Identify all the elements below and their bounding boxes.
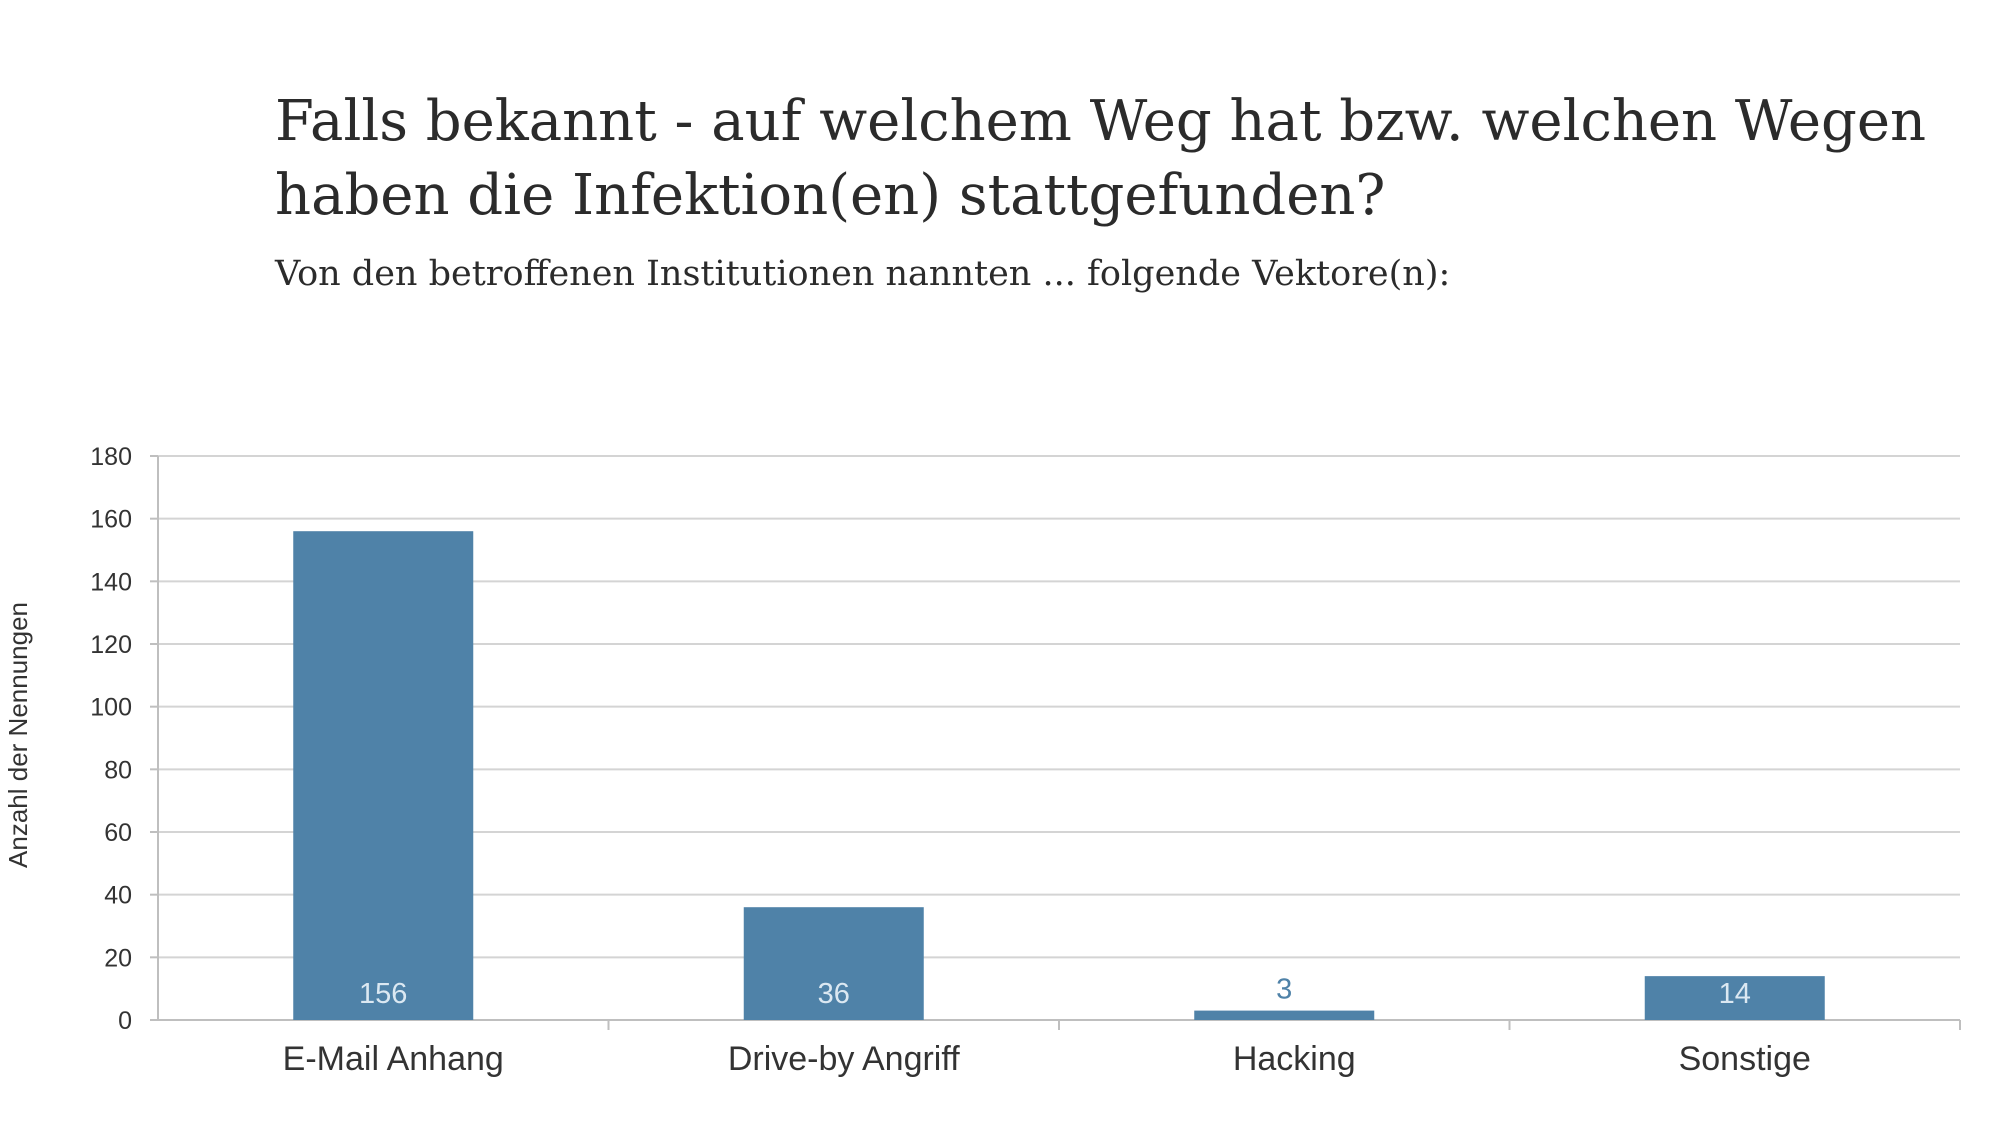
y-tick-label: 60 <box>104 819 132 847</box>
data-label: 156 <box>359 978 407 1010</box>
data-labels: 156 36 3 14 <box>359 974 1751 1010</box>
y-tick-label: 180 <box>90 443 132 471</box>
x-tick-label: Drive-by Angriff <box>728 1040 960 1078</box>
y-tick-label: 160 <box>90 506 132 534</box>
data-label: 3 <box>1276 974 1292 1006</box>
y-tick-label: 100 <box>90 694 132 722</box>
x-tick-label: Sonstige <box>1679 1040 1811 1078</box>
data-label: 14 <box>1719 978 1751 1010</box>
y-axis-ticks: 0 20 40 60 80 100 120 140 160 180 <box>90 443 159 1035</box>
x-tick-label: E-Mail Anhang <box>283 1040 504 1078</box>
y-tick-label: 140 <box>90 568 132 596</box>
bar-drive-by-angriff <box>743 907 924 1020</box>
x-axis: E-Mail Anhang Drive-by Angriff Hacking Sons… <box>283 1020 1961 1078</box>
y-tick-label: 20 <box>104 944 132 972</box>
chart-title-line-1: Falls bekannt - auf welchem Weg hat bzw.… <box>275 89 1927 154</box>
y-tick-label: 40 <box>104 882 132 910</box>
bar-hacking <box>1194 1010 1375 1020</box>
chart-title-line-2: haben die Infektion(en) stattgefunden? <box>275 163 1386 228</box>
bars <box>293 531 1825 1020</box>
x-tick-label: Hacking <box>1233 1040 1356 1078</box>
bar-e-mail-anhang <box>293 531 474 1020</box>
data-label: 36 <box>818 978 850 1010</box>
bar-sonstige <box>1644 976 1825 1020</box>
y-tick-label: 0 <box>118 1007 132 1035</box>
y-axis-label: Anzahl der Nennungen <box>3 602 33 868</box>
chart-subtitle: Von den betroffenen Institutionen nannte… <box>275 254 1451 294</box>
y-tick-label: 120 <box>90 631 132 659</box>
chart-title: Falls bekannt - auf welchem Weg hat bzw.… <box>275 85 1975 233</box>
y-tick-label: 80 <box>104 756 132 784</box>
